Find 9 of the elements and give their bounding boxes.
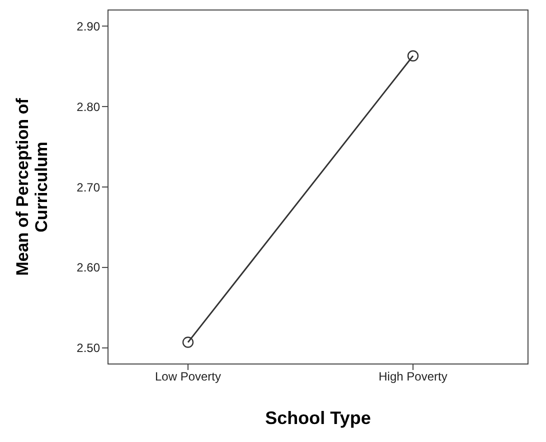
y-tick-label: 2.70 (76, 180, 100, 194)
x-tick-label: Low Poverty (154, 370, 222, 384)
x-tick-label: High Poverty (378, 370, 448, 384)
y-tick-label: 2.80 (76, 100, 100, 114)
y-axis-title: Mean of Perception of Curriculum (13, 98, 51, 276)
x-axis-title: School Type (265, 408, 371, 428)
y-tick-label: 2.50 (76, 341, 100, 356)
y-tick-label: 2.90 (76, 19, 100, 34)
y-tick-label: 2.60 (76, 260, 100, 275)
